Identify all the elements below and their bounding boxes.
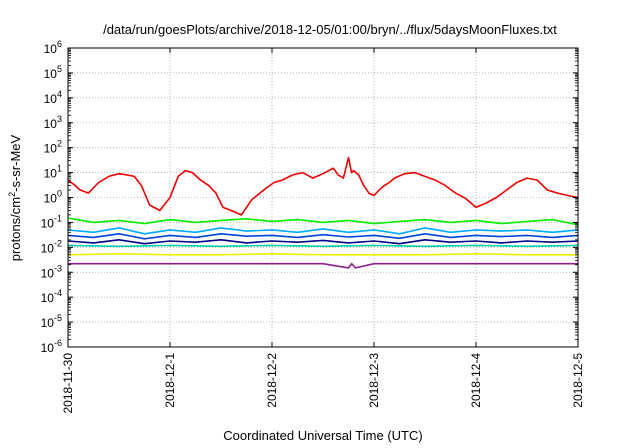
y-tick-label: 100 [44, 189, 62, 206]
series-line [67, 156, 579, 216]
series-line [67, 253, 578, 256]
series-line [67, 233, 579, 240]
x-axis: 2018-11-30 2018-12-1 2018-12-2 2018-12-3 201… [61, 48, 585, 414]
x-tick-label: 2018-12-5 [571, 353, 585, 408]
x-tick-label: 2018-12-4 [469, 353, 483, 408]
y-tick-label: 10-1 [41, 213, 62, 230]
y-tick-label: 104 [44, 89, 62, 106]
x-axis-title: Coordinated Universal Time (UTC) [223, 428, 422, 443]
series-group [67, 156, 579, 269]
x-tick-label: 2018-12-2 [265, 353, 279, 408]
y-tick-label: 103 [44, 114, 62, 131]
y-axis: 10-6 10-5 10-4 10-3 10-2 10-1 100 101 102 103 104 1… [41, 39, 578, 355]
x-tick-label: 2018-11-30 [61, 353, 75, 414]
x-tick-label: 2018-12-3 [367, 353, 381, 408]
chart-title: /data/run/goesPlots/archive/2018-12-05/0… [103, 22, 557, 37]
series-line [67, 244, 579, 248]
y-tick-label: 10-6 [41, 338, 62, 355]
series-line [67, 217, 579, 226]
x-tick-label: 2018-12-1 [163, 353, 177, 408]
y-axis-title: protons/cm2-s-sr-MeV [7, 134, 23, 261]
y-tick-label: 10-3 [41, 263, 62, 280]
y-tick-label: 101 [44, 164, 62, 181]
y-tick-label: 105 [44, 64, 62, 81]
series-line [67, 227, 579, 235]
y-tick-label: 10-5 [41, 313, 62, 330]
series-line [68, 262, 578, 269]
series-line [67, 239, 579, 245]
y-tick-label: 10-2 [41, 238, 62, 255]
y-tick-label: 106 [44, 39, 62, 56]
y-tick-label: 102 [44, 139, 62, 156]
grid [68, 48, 578, 347]
y-tick-label: 10-4 [41, 288, 62, 305]
